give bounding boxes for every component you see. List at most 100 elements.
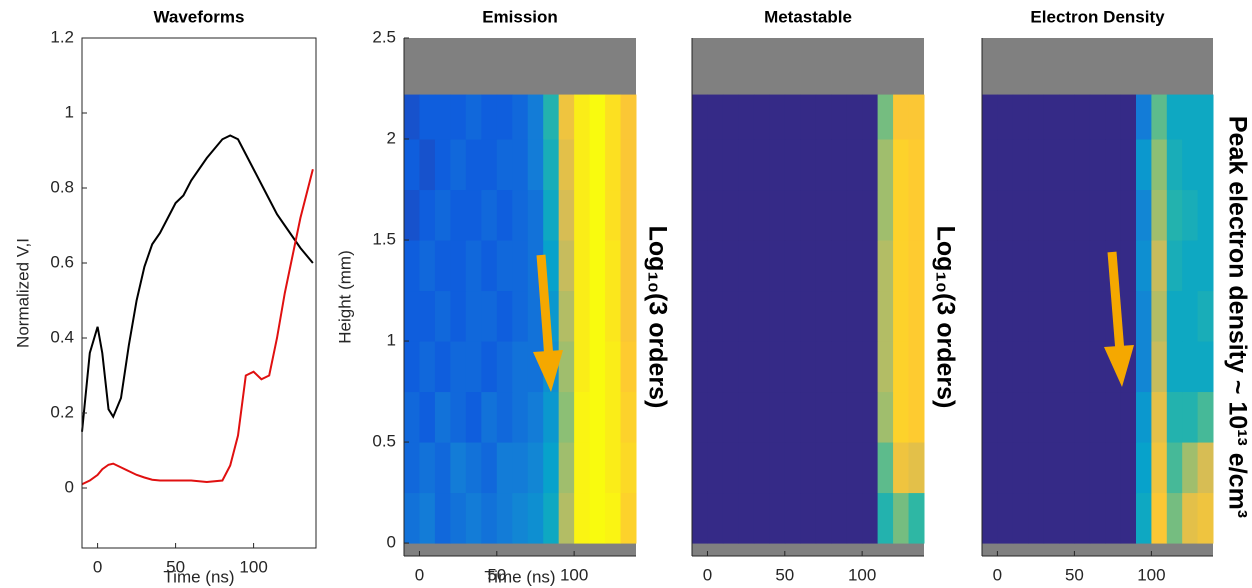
heat-cell	[589, 442, 606, 494]
heat-cell	[1059, 492, 1075, 544]
heat-cell	[450, 139, 467, 191]
heat-cell	[815, 341, 832, 393]
heat-cell	[1028, 189, 1045, 241]
heat-cell	[1105, 139, 1122, 191]
heat-cell	[982, 341, 998, 393]
heat-cell	[753, 139, 770, 191]
heat-cell	[527, 492, 544, 544]
heat-cell	[831, 492, 848, 544]
heat-cell	[1074, 341, 1091, 393]
heat-cell	[738, 94, 755, 140]
heat-cell	[982, 240, 998, 292]
heat-cell	[908, 94, 925, 140]
heat-cell	[527, 442, 544, 494]
x-tick-label: 100	[1137, 565, 1165, 584]
heat-cell	[1074, 240, 1091, 292]
heat-cell	[1043, 240, 1060, 292]
heat-cell	[707, 94, 724, 140]
heat-cell	[738, 492, 755, 544]
heat-cell	[908, 290, 925, 342]
heat-cell	[1089, 391, 1106, 443]
heat-cell	[434, 139, 451, 191]
heat-cell	[784, 240, 801, 292]
heat-cell	[722, 189, 739, 241]
heat-cell	[831, 94, 848, 140]
heat-cell	[862, 492, 879, 544]
heat-cell	[543, 139, 560, 191]
heat-cell	[589, 240, 606, 292]
heat-cell	[784, 442, 801, 494]
heat-cell	[1151, 94, 1168, 140]
heat-cell	[620, 492, 637, 544]
heat-cell	[1105, 391, 1122, 443]
heat-cell	[753, 442, 770, 494]
heat-cell	[769, 290, 786, 342]
heat-cell	[784, 189, 801, 241]
heat-cell	[877, 189, 894, 241]
x-tick-label: 50	[487, 565, 506, 584]
heat-cell	[815, 442, 832, 494]
heat-cell	[769, 139, 786, 191]
heat-cell	[1089, 442, 1106, 494]
heat-cell	[450, 290, 467, 342]
heat-cell	[846, 94, 863, 140]
heat-cell	[543, 189, 560, 241]
heat-cell	[1074, 189, 1091, 241]
heat-cell	[831, 189, 848, 241]
heat-cell	[800, 391, 817, 443]
heat-cell	[1120, 240, 1137, 292]
heat-cell	[543, 492, 560, 544]
heat-cell	[512, 391, 529, 443]
heat-cell	[707, 240, 724, 292]
heat-cell	[1012, 492, 1029, 544]
heat-cell	[434, 189, 451, 241]
heat-cell	[558, 94, 575, 140]
heat-cell	[481, 341, 498, 393]
y-tick-label: 1	[387, 331, 396, 350]
heat-cell	[620, 240, 637, 292]
heat-cell	[908, 442, 925, 494]
heat-cell	[1059, 94, 1075, 140]
heat-cell	[738, 391, 755, 443]
heat-cell	[997, 492, 1014, 544]
heat-cell	[738, 442, 755, 494]
heat-cell	[784, 94, 801, 140]
heat-cell	[1074, 139, 1091, 191]
heat-cell	[1105, 492, 1122, 544]
heat-cell	[1059, 290, 1075, 342]
heat-cell	[512, 290, 529, 342]
chart-title: Metastable	[764, 7, 852, 26]
heat-cell	[558, 492, 575, 544]
heat-cell	[465, 492, 482, 544]
heat-cell	[1120, 290, 1137, 342]
heat-cell	[1120, 94, 1137, 140]
heat-cell	[496, 290, 513, 342]
heat-cell	[1197, 139, 1214, 191]
heat-cell	[692, 442, 708, 494]
heat-cell	[722, 290, 739, 342]
heat-cell	[893, 290, 910, 342]
heat-cell	[512, 442, 529, 494]
x-tick-label: 0	[993, 565, 1002, 584]
heat-cell	[1151, 341, 1168, 393]
heat-cell	[589, 189, 606, 241]
heat-cell	[1166, 492, 1183, 544]
heat-cell	[450, 341, 467, 393]
heat-cell	[1151, 240, 1168, 292]
heat-cell	[846, 139, 863, 191]
heat-cell	[893, 139, 910, 191]
heat-cell	[465, 240, 482, 292]
heat-cell	[434, 391, 451, 443]
heat-cell	[893, 442, 910, 494]
x-tick-label: 50	[775, 565, 794, 584]
heat-cell	[982, 442, 998, 494]
heat-cell	[769, 240, 786, 292]
heat-cell	[722, 391, 739, 443]
heat-cell	[997, 139, 1014, 191]
heat-cell	[1105, 189, 1122, 241]
heat-cell	[558, 139, 575, 191]
heat-cell	[1166, 391, 1183, 443]
heat-cell	[1136, 341, 1152, 393]
heat-cell	[1182, 391, 1199, 443]
